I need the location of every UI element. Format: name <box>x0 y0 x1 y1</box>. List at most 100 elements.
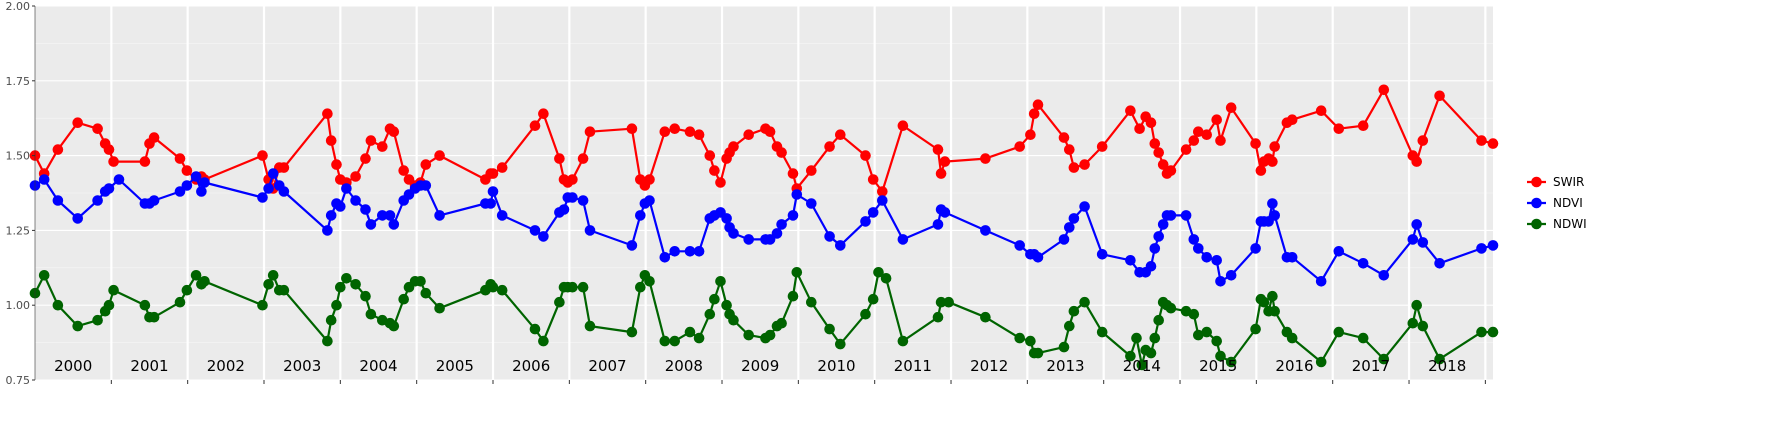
data-point-ndvi <box>644 195 655 206</box>
data-point-ndvi <box>693 246 705 257</box>
data-point-ndvi <box>103 183 115 194</box>
data-point-ndvi <box>388 219 400 230</box>
data-point-swir <box>980 153 991 164</box>
data-point-swir <box>434 150 445 161</box>
data-point-swir <box>787 168 799 179</box>
y-tick-label: 1.00 <box>6 299 31 312</box>
data-point-swir <box>322 108 333 119</box>
y-tick-label: 1.75 <box>6 75 31 88</box>
data-point-ndwi <box>1267 290 1278 302</box>
data-point-swir <box>1165 165 1177 176</box>
data-point-ndvi <box>487 186 499 197</box>
data-point-swir <box>1079 159 1090 170</box>
series-swir <box>29 84 1499 197</box>
data-point-ndvi <box>1267 198 1278 209</box>
data-point-ndwi <box>1131 332 1142 344</box>
data-point-swir <box>860 150 871 161</box>
data-point-ndvi <box>322 225 333 236</box>
data-point-ndwi <box>709 293 720 305</box>
data-point-ndwi <box>791 267 803 278</box>
data-point-ndwi <box>360 290 371 302</box>
legend: SWIR NDVI NDWI <box>1527 175 1587 231</box>
data-point-swir <box>693 129 705 140</box>
data-point-ndwi <box>190 270 202 281</box>
data-point-ndvi <box>867 207 879 218</box>
data-point-ndwi <box>980 311 991 323</box>
data-point-ndwi <box>1269 305 1280 317</box>
data-point-ndvi <box>1165 210 1177 221</box>
legend-item-swir: SWIR <box>1527 175 1584 189</box>
data-point-ndwi <box>1068 305 1080 317</box>
data-point-ndvi <box>267 168 279 179</box>
data-point-swir <box>174 153 186 164</box>
data-point-ndvi <box>92 195 103 206</box>
data-point-ndwi <box>1149 332 1161 344</box>
year-label: 2014 <box>1123 357 1161 375</box>
data-point-swir <box>715 177 726 188</box>
data-point-ndvi <box>341 183 352 194</box>
data-point-ndvi <box>877 195 888 206</box>
data-point-ndvi <box>1333 246 1345 257</box>
data-point-ndwi <box>943 296 954 308</box>
data-point-swir <box>1286 114 1298 125</box>
data-point-ndwi <box>860 308 871 320</box>
data-point-swir <box>1225 102 1237 113</box>
data-point-ndvi <box>558 204 570 215</box>
data-point-ndvi <box>860 216 871 227</box>
data-point-ndvi <box>1411 219 1422 230</box>
data-point-ndwi <box>278 284 290 296</box>
data-point-swir <box>806 165 817 176</box>
year-label: 2012 <box>970 357 1008 375</box>
data-point-ndvi <box>806 198 817 209</box>
data-point-ndwi <box>72 320 83 332</box>
data-point-swir <box>181 165 193 176</box>
data-point-ndvi <box>377 210 388 221</box>
data-point-ndwi <box>181 284 193 296</box>
data-point-ndvi <box>626 240 638 251</box>
data-point-ndwi <box>577 281 589 293</box>
data-point-ndwi <box>1145 347 1157 359</box>
data-point-ndvi <box>1250 243 1261 254</box>
data-point-ndwi <box>267 270 279 281</box>
data-point-ndwi <box>1153 314 1164 326</box>
data-point-ndwi <box>1378 353 1390 365</box>
data-point-swir <box>709 165 720 176</box>
data-point-swir <box>1068 162 1080 173</box>
data-point-swir <box>1315 105 1327 116</box>
data-point-ndwi <box>1225 356 1237 368</box>
data-point-swir <box>388 126 400 137</box>
data-point-ndvi <box>835 240 846 251</box>
data-point-swir <box>487 168 499 179</box>
year-label: 2018 <box>1428 357 1466 375</box>
data-point-swir <box>1487 138 1499 149</box>
data-point-ndvi <box>721 213 732 224</box>
data-point-swir <box>577 153 589 164</box>
data-point-ndvi <box>199 177 210 188</box>
data-point-ndvi <box>567 192 578 203</box>
data-point-ndwi <box>350 279 361 290</box>
data-point-ndvi <box>1417 237 1429 248</box>
data-point-swir <box>824 141 835 152</box>
year-label: 2009 <box>741 357 779 375</box>
data-point-swir <box>148 132 160 143</box>
data-point-ndwi <box>1434 353 1445 365</box>
data-point-swir <box>776 147 787 158</box>
data-point-ndwi <box>1188 308 1200 320</box>
data-point-ndvi <box>38 174 50 185</box>
data-point-swir <box>496 162 508 173</box>
data-point-ndwi <box>806 296 817 308</box>
data-point-swir <box>1269 141 1280 152</box>
data-point-ndwi <box>538 335 549 347</box>
data-point-swir <box>139 156 151 167</box>
data-point-ndvi <box>771 228 783 239</box>
data-point-ndvi <box>1193 243 1204 254</box>
data-point-ndvi <box>1079 201 1090 212</box>
data-point-swir <box>398 165 410 176</box>
legend-label: SWIR <box>1553 175 1584 189</box>
data-point-ndvi <box>1145 261 1157 272</box>
year-label: 2011 <box>894 357 932 375</box>
data-point-ndvi <box>1211 254 1222 266</box>
data-point-swir <box>365 135 377 146</box>
minor-gridlines <box>35 43 1493 343</box>
data-point-ndwi <box>92 314 103 326</box>
